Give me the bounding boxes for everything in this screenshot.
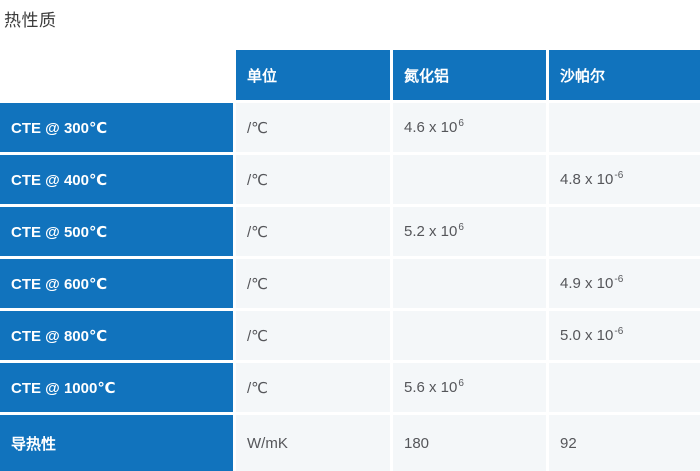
value-cell-shapal: [546, 103, 700, 155]
row-header: CTE @ 300℃: [0, 103, 233, 155]
value-cell-aln: 5.2 x 106: [390, 207, 546, 259]
column-header-aln: 氮化铝: [390, 50, 546, 103]
thermal-properties-table: 单位 氮化铝 沙帕尔 CTE @ 300℃/℃ 4.6 x 106 CTE @ 400℃…: [0, 50, 700, 471]
exponent: -6: [614, 170, 624, 181]
row-header: 导热性: [0, 415, 233, 471]
column-header-unit: 单位: [233, 50, 390, 103]
exponent: 6: [458, 378, 464, 389]
row-header: CTE @ 800℃: [0, 311, 233, 363]
exponent: -6: [614, 326, 624, 337]
row-header: CTE @ 500℃: [0, 207, 233, 259]
unit-cell: /℃: [233, 103, 390, 155]
table-row: CTE @ 400℃/℃ 4.8 x 10-6: [0, 155, 700, 207]
value-cell-shapal: 5.0 x 10-6: [546, 311, 700, 363]
row-header: CTE @ 600℃: [0, 259, 233, 311]
unit-cell: W/mK: [233, 415, 390, 471]
column-header-shapal: 沙帕尔: [546, 50, 700, 103]
value-cell-aln: [390, 155, 546, 207]
table-header: 单位 氮化铝 沙帕尔: [0, 50, 700, 103]
table-row: 导热性 W/mK 180 92: [0, 415, 700, 471]
value-cell-aln: [390, 259, 546, 311]
value-cell-shapal: 92: [546, 415, 700, 471]
unit-cell: /℃: [233, 155, 390, 207]
unit-cell: /℃: [233, 363, 390, 415]
value-cell-aln: 4.6 x 106: [390, 103, 546, 155]
unit-cell: /℃: [233, 207, 390, 259]
exponent: -6: [614, 274, 624, 285]
page-title: 热性质: [4, 11, 57, 30]
value-cell-shapal: 4.9 x 10-6: [546, 259, 700, 311]
unit-cell: /℃: [233, 259, 390, 311]
value-cell-shapal: [546, 207, 700, 259]
value-cell-aln: 180: [390, 415, 546, 471]
value-cell-shapal: 4.8 x 10-6: [546, 155, 700, 207]
corner-cell: [0, 50, 233, 103]
exponent: 6: [458, 222, 464, 233]
value-cell-aln: 5.6 x 106: [390, 363, 546, 415]
table-row: CTE @ 800℃/℃ 5.0 x 10-6: [0, 311, 700, 363]
value-cell-shapal: [546, 363, 700, 415]
table-row: CTE @ 1000℃/℃ 5.6 x 106: [0, 363, 700, 415]
value-cell-aln: [390, 311, 546, 363]
unit-cell: /℃: [233, 311, 390, 363]
row-header: CTE @ 400℃: [0, 155, 233, 207]
exponent: 6: [458, 118, 464, 129]
table-row: CTE @ 500℃/℃ 5.2 x 106: [0, 207, 700, 259]
table-row: CTE @ 300℃/℃ 4.6 x 106: [0, 103, 700, 155]
table-body: CTE @ 300℃/℃ 4.6 x 106 CTE @ 400℃/℃ 4.8 x 1…: [0, 103, 700, 471]
row-header: CTE @ 1000℃: [0, 363, 233, 415]
table-row: CTE @ 600℃/℃ 4.9 x 10-6: [0, 259, 700, 311]
